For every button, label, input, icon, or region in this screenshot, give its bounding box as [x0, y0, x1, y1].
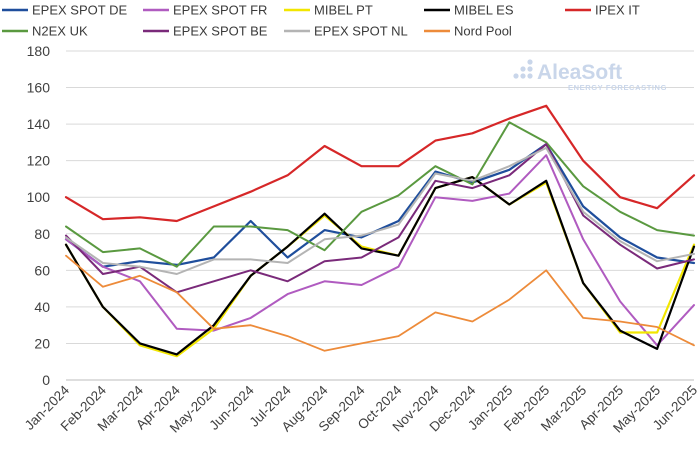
- legend-item-epex-spot-fr: EPEX SPOT FR: [143, 3, 267, 18]
- y-tick-label: 160: [27, 80, 51, 96]
- y-tick-label: 60: [34, 262, 50, 278]
- series-line-ipex-it: [64, 104, 696, 223]
- y-tick-label: 180: [27, 43, 51, 59]
- series-line-epex-spot-nl: [65, 146, 695, 275]
- y-tick-label: 40: [34, 299, 50, 315]
- aleasoft-logo: AleaSoft ENERGY FORECASTING: [513, 59, 667, 92]
- series-line-nord-pool: [65, 254, 695, 352]
- legend-item-epex-spot-de: EPEX SPOT DE: [2, 3, 127, 18]
- legend-item-mibel-pt: MIBEL PT: [284, 3, 373, 18]
- legend-item-nord-pool: Nord Pool: [424, 24, 512, 39]
- y-tick-label: 20: [34, 335, 50, 351]
- logo-name: AleaSoft: [537, 61, 622, 84]
- legend-label: MIBEL ES: [454, 3, 514, 18]
- y-axis-tick-labels: 0 20 40 60 80 100 120 140 160 180: [27, 43, 51, 388]
- legend-label: EPEX SPOT NL: [314, 24, 408, 39]
- legend-item-mibel-es: MIBEL ES: [424, 3, 514, 18]
- legend-item-n2ex-uk: N2EX UK: [2, 24, 88, 39]
- legend-label: N2EX UK: [32, 24, 88, 39]
- legend-label: EPEX SPOT BE: [173, 24, 268, 39]
- legend-label: Nord Pool: [454, 24, 512, 39]
- series-line-epex-spot-fr: [65, 154, 695, 347]
- series-line-n2ex-uk: [65, 121, 695, 268]
- series-line-epex-spot-be: [65, 143, 695, 294]
- y-tick-label: 80: [34, 226, 50, 242]
- y-tick-label: 100: [27, 189, 51, 205]
- y-tick-label: 0: [42, 372, 50, 388]
- y-tick-label: 140: [27, 116, 51, 132]
- legend-item-epex-spot-nl: EPEX SPOT NL: [284, 24, 408, 39]
- legend: EPEX SPOT DE EPEX SPOT FR MIBEL PT MIBEL ES…: [2, 3, 640, 39]
- series-line-mibel-es: [64, 176, 696, 356]
- legend-label: EPEX SPOT FR: [173, 3, 267, 18]
- gridlines: [66, 50, 694, 381]
- series-lines: [64, 104, 696, 358]
- legend-label: IPEX IT: [595, 3, 640, 18]
- y-tick-label: 120: [27, 153, 51, 169]
- legend-label: EPEX SPOT DE: [32, 3, 127, 18]
- legend-label: MIBEL PT: [314, 3, 373, 18]
- logo-tagline: ENERGY FORECASTING: [568, 83, 667, 92]
- legend-item-epex-spot-be: EPEX SPOT BE: [143, 24, 268, 39]
- legend-item-ipex-it: IPEX IT: [565, 3, 640, 18]
- logo-dots-icon: [513, 59, 533, 79]
